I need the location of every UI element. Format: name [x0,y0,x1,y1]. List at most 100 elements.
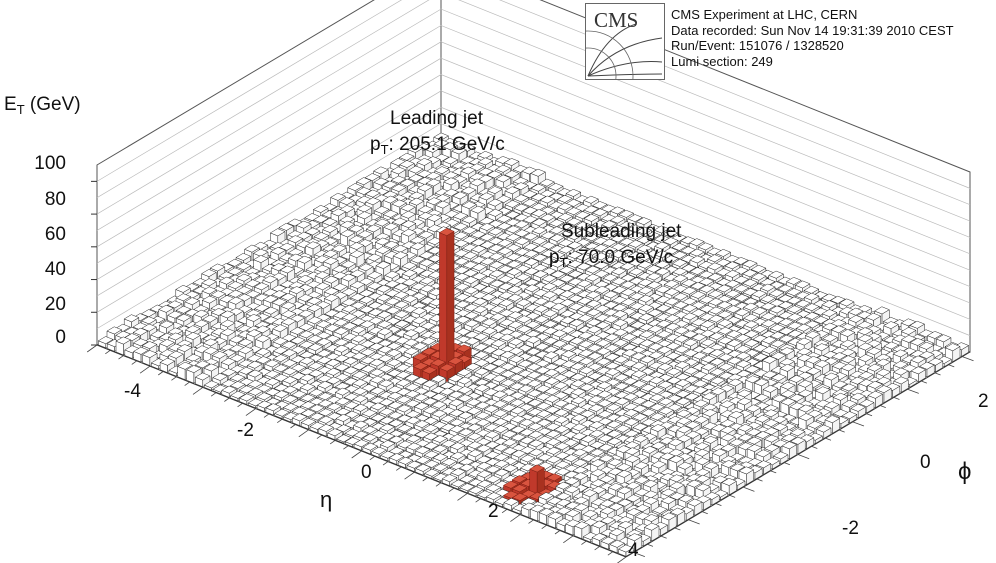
tower-face-top [592,227,609,236]
calo-tower [547,183,564,195]
tower-face-top [522,215,539,224]
tower-face-top [591,201,608,209]
phi-tick-mark [838,429,845,433]
eta-tick-mark [369,455,375,461]
tower-face-top [382,195,399,204]
tower-face-top [469,178,486,187]
eta-tick-mark [422,477,428,482]
tower-face-top [313,215,329,224]
tower-face-top [627,231,644,240]
tower-face-top [548,226,565,235]
tower-face-top [408,197,425,206]
tower-face-top [434,166,450,175]
eta-tick-mark [528,519,534,524]
tower-face-top [364,173,381,181]
tower-face-top [442,171,459,180]
tower-face-top [407,145,424,153]
eta-tick-mark [448,487,455,492]
tower-face-top [565,207,582,216]
tower-face-top [504,186,521,195]
grid-line [96,123,971,336]
tower-face-top [487,198,503,207]
tower-face-top [408,191,425,200]
tower-face-top [609,206,626,215]
grid-line [96,90,971,304]
tower-face-top [513,220,530,229]
grid-line [96,41,971,255]
eta-tick-mark [277,418,283,424]
tower-face-top [390,166,407,175]
phi-tick-mark [674,527,681,531]
tower-face-top [424,144,441,153]
tower-face-top [434,200,451,209]
tower-face-top [407,165,424,174]
tower-face-top [451,146,467,155]
calo-tower [461,215,478,229]
tower-face-top [592,208,608,217]
eta-tick-mark [105,349,111,355]
grid-line [96,8,971,222]
tower-face-top [443,177,459,186]
axes-frame [86,0,974,563]
tower-face-top [610,234,626,243]
eta-tick-mark [396,466,402,471]
tower-face-top [504,200,521,208]
tower-face-top [583,205,600,214]
phi-tick-mark [921,380,927,384]
eta-tick-mark [118,355,124,360]
tower-face-top [433,132,449,141]
tower-face-top [330,208,347,217]
tower-face-top [452,211,469,220]
phi-tick-mark [633,552,646,558]
tower-face-top [425,178,442,187]
tower-face-top [374,218,391,227]
tower-face-top [530,183,547,192]
tower-face-top [513,194,529,203]
tower-face-top [390,184,407,192]
phi-tick-mark [907,388,919,394]
tower-face-top [653,225,670,234]
tower-face-top [418,230,434,239]
eta-tick-mark [290,424,296,429]
tower-face-top [574,211,591,219]
tower-face-top [416,157,433,166]
phi-tick-mark [852,421,865,427]
tower-face-top [522,206,539,215]
tower-face-top [609,224,626,233]
calo-tower [566,232,583,245]
tower-face-top [347,183,363,191]
tower-face-top [365,197,381,206]
tower-face-top [539,195,556,204]
eta-tick-mark [192,387,204,395]
tower-face-top [565,188,582,197]
eta-tick-mark [607,551,614,556]
tower-face-top [426,197,442,206]
phi-tick-mark [866,413,873,417]
tower-face-top [398,152,415,161]
phi-tick-mark [770,470,777,474]
tower-face-top [442,156,459,165]
tower-face-top [479,233,496,242]
tower-face-top [495,174,512,183]
eta-tick-mark [457,493,468,501]
tower-face-top [513,203,530,212]
eta-tick-mark [554,530,561,535]
tower-face-top [373,177,390,186]
phi-tick-mark [797,454,810,460]
tower-face-top [556,194,573,203]
eta-tick-mark [224,397,230,402]
eta-tick-mark [343,445,349,450]
eta-tick-mark [157,371,164,376]
grid-line [96,0,971,206]
tower-face-top [383,222,399,231]
tower-face-top [522,232,539,241]
tower-face-top [478,192,495,201]
tower-face-top [583,233,600,242]
phi-tick-mark [660,535,667,539]
tower-face-top [477,167,494,176]
tower-layer [97,132,970,557]
tower-face-top [583,213,600,222]
tower-face-top [557,212,574,221]
tower-face-top [442,142,459,151]
phi-tick-mark [729,494,736,498]
